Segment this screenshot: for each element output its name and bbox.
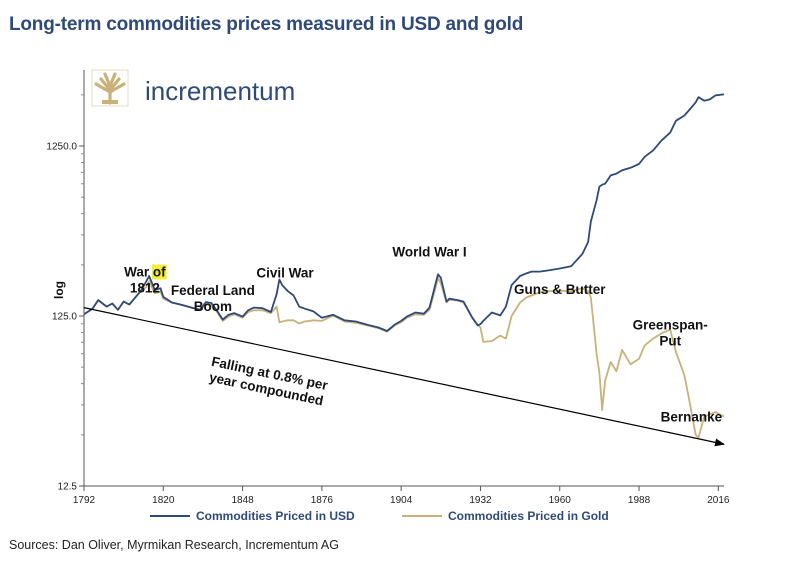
x-tick-label: 1792 xyxy=(73,495,96,506)
brand-name: incrementum xyxy=(145,76,295,106)
legend: Commodities Priced in USD Commodities Pri… xyxy=(150,509,609,523)
highlight-word: of xyxy=(153,264,166,279)
annotation-label: Put xyxy=(659,333,681,348)
x-tick-label: 1848 xyxy=(231,495,254,506)
x-tick-label: 1988 xyxy=(628,495,651,506)
x-tick-label: 1960 xyxy=(549,495,572,506)
annotation-label: Greenspan- xyxy=(633,317,708,332)
series-layer xyxy=(83,93,725,447)
annotation-label: Federal Land xyxy=(171,283,255,298)
annotation: Civil War xyxy=(256,266,314,281)
annotation: World War I xyxy=(392,244,466,259)
series-line-gold xyxy=(83,276,725,439)
annotation-label: World War I xyxy=(392,244,466,259)
y-tick-label: 125.0 xyxy=(52,312,77,323)
annotation: Guns & Butter xyxy=(514,282,606,297)
annotation-label: 1812 xyxy=(130,280,160,295)
annotation-label: Boom xyxy=(194,299,232,314)
source-note: Sources: Dan Oliver, Myrmikan Research, … xyxy=(9,538,339,552)
annotation-label: Bernanke xyxy=(661,410,723,425)
x-tick-label: 1932 xyxy=(469,495,492,506)
y-tick-label: 1250.0 xyxy=(46,142,77,153)
y-tick-label: 12.5 xyxy=(58,482,78,493)
x-tick-label: 2016 xyxy=(707,495,730,506)
annotation-label: Guns & Butter xyxy=(514,282,606,297)
axes: 12.5 125.0 1250.0 1792 1820 1848 1876 1904 1932 1… xyxy=(46,70,730,506)
highlight-box xyxy=(151,264,167,280)
y-axis-label: log xyxy=(52,281,66,299)
x-tick-label: 1904 xyxy=(390,495,413,506)
trend-arrow xyxy=(83,307,725,447)
page-title: Long-term commodities prices measured in… xyxy=(9,14,524,35)
annotation: Greenspan-Put xyxy=(633,317,708,348)
annotation: Bernanke xyxy=(661,410,723,425)
logo: incrementum xyxy=(91,69,295,107)
x-tick-label: 1820 xyxy=(152,495,175,506)
x-tick-label: 1876 xyxy=(311,495,334,506)
annotation-label: War of xyxy=(124,264,166,279)
annotation-label: Civil War xyxy=(256,266,314,281)
legend-label-usd: Commodities Priced in USD xyxy=(196,509,355,523)
legend-label-gold: Commodities Priced in Gold xyxy=(448,509,609,523)
series-line-usd xyxy=(83,93,725,332)
tree-logo-icon xyxy=(91,69,129,107)
